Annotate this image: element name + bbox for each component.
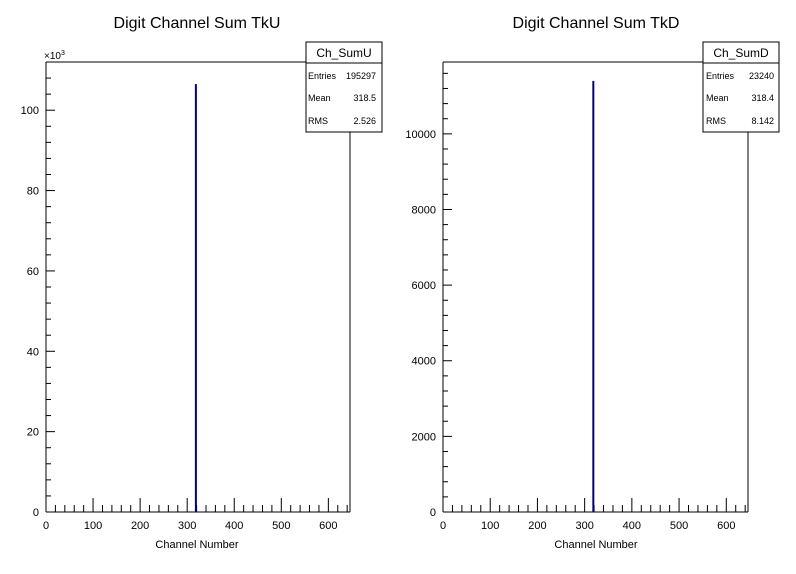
stats-entries-label: Entries bbox=[706, 71, 735, 81]
x-tick-label: 600 bbox=[319, 520, 337, 532]
y-tick-label: 40 bbox=[27, 346, 39, 358]
chart-title: Digit Channel Sum TkD bbox=[513, 15, 680, 32]
axis-ticks bbox=[45, 61, 348, 513]
y-tick-label: 8000 bbox=[412, 204, 436, 216]
x-tick-label: 400 bbox=[623, 520, 641, 532]
x-tick-label: 400 bbox=[225, 520, 243, 532]
plot-frame bbox=[45, 61, 351, 513]
y-tick-label: 60 bbox=[27, 266, 39, 278]
y-axis-multiplier: ×103 bbox=[44, 50, 65, 62]
plot-frame bbox=[442, 61, 749, 513]
x-tick-labels: 0 100 200 300 400 500 600 bbox=[440, 520, 736, 532]
stats-box-title: Ch_SumU bbox=[316, 46, 371, 60]
x-tick-label: 300 bbox=[575, 520, 593, 532]
x-tick-label: 0 bbox=[440, 520, 446, 532]
pad-left: Digit Channel Sum TkU 0 100 200 300 400 500 60… bbox=[21, 15, 383, 551]
y-tick-labels: 0 2000 4000 6000 8000 10000 bbox=[405, 129, 436, 519]
stats-rms-value: 8.142 bbox=[751, 116, 774, 126]
stats-mean-label: Mean bbox=[308, 93, 331, 103]
stats-entries-value: 23240 bbox=[749, 71, 774, 81]
stats-box-title: Ch_SumD bbox=[713, 46, 769, 60]
stats-box: Ch_SumU Entries 195297 Mean 318.5 RMS 2.… bbox=[305, 41, 383, 133]
histogram-bars bbox=[194, 84, 197, 513]
x-tick-label: 500 bbox=[670, 520, 688, 532]
stats-rms-label: RMS bbox=[706, 116, 726, 126]
x-tick-label: 500 bbox=[272, 520, 290, 532]
pad-right: Digit Channel Sum TkD 0 100 200 300 400 500 60… bbox=[405, 15, 780, 551]
y-tick-label: 0 bbox=[430, 507, 436, 519]
stats-rms-label: RMS bbox=[308, 116, 328, 126]
y-tick-label: 10000 bbox=[405, 129, 436, 141]
stats-rms-value: 2.526 bbox=[353, 116, 376, 126]
x-tick-label: 100 bbox=[481, 520, 499, 532]
y-tick-label: 0 bbox=[33, 507, 39, 519]
histogram-bar bbox=[194, 84, 197, 513]
stats-entries-label: Entries bbox=[308, 71, 337, 81]
y-tick-label: 20 bbox=[27, 427, 39, 439]
stats-mean-value: 318.4 bbox=[751, 93, 774, 103]
chart-title: Digit Channel Sum TkU bbox=[114, 15, 281, 32]
stats-box: Ch_SumD Entries 23240 Mean 318.4 RMS 8.1… bbox=[702, 41, 780, 133]
stats-mean-label: Mean bbox=[706, 93, 729, 103]
x-tick-label: 100 bbox=[84, 520, 102, 532]
y-tick-label: 4000 bbox=[412, 356, 436, 368]
y-tick-label: 80 bbox=[27, 186, 39, 198]
x-axis-label: Channel Number bbox=[554, 539, 637, 551]
stats-entries-value: 195297 bbox=[346, 71, 376, 81]
x-tick-label: 0 bbox=[43, 520, 49, 532]
x-tick-label: 300 bbox=[178, 520, 196, 532]
stats-mean-value: 318.5 bbox=[353, 93, 376, 103]
x-tick-label: 200 bbox=[131, 520, 149, 532]
x-axis-label: Channel Number bbox=[155, 539, 238, 551]
x-tick-labels: 0 100 200 300 400 500 600 bbox=[43, 520, 338, 532]
x-tick-label: 200 bbox=[528, 520, 546, 532]
axis-ticks bbox=[442, 72, 746, 513]
y-tick-label: 100 bbox=[21, 105, 39, 117]
y-tick-label: 2000 bbox=[412, 431, 436, 443]
histogram-bars bbox=[592, 80, 595, 512]
y-tick-label: 6000 bbox=[412, 280, 436, 292]
y-tick-labels: 0 20 40 60 80 100 bbox=[21, 105, 39, 519]
x-tick-label: 600 bbox=[717, 520, 735, 532]
histogram-bar bbox=[592, 80, 595, 512]
